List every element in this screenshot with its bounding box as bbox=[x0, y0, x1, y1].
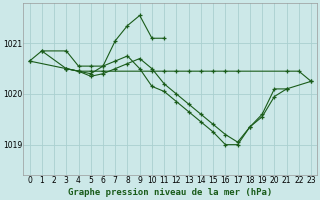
X-axis label: Graphe pression niveau de la mer (hPa): Graphe pression niveau de la mer (hPa) bbox=[68, 188, 272, 197]
